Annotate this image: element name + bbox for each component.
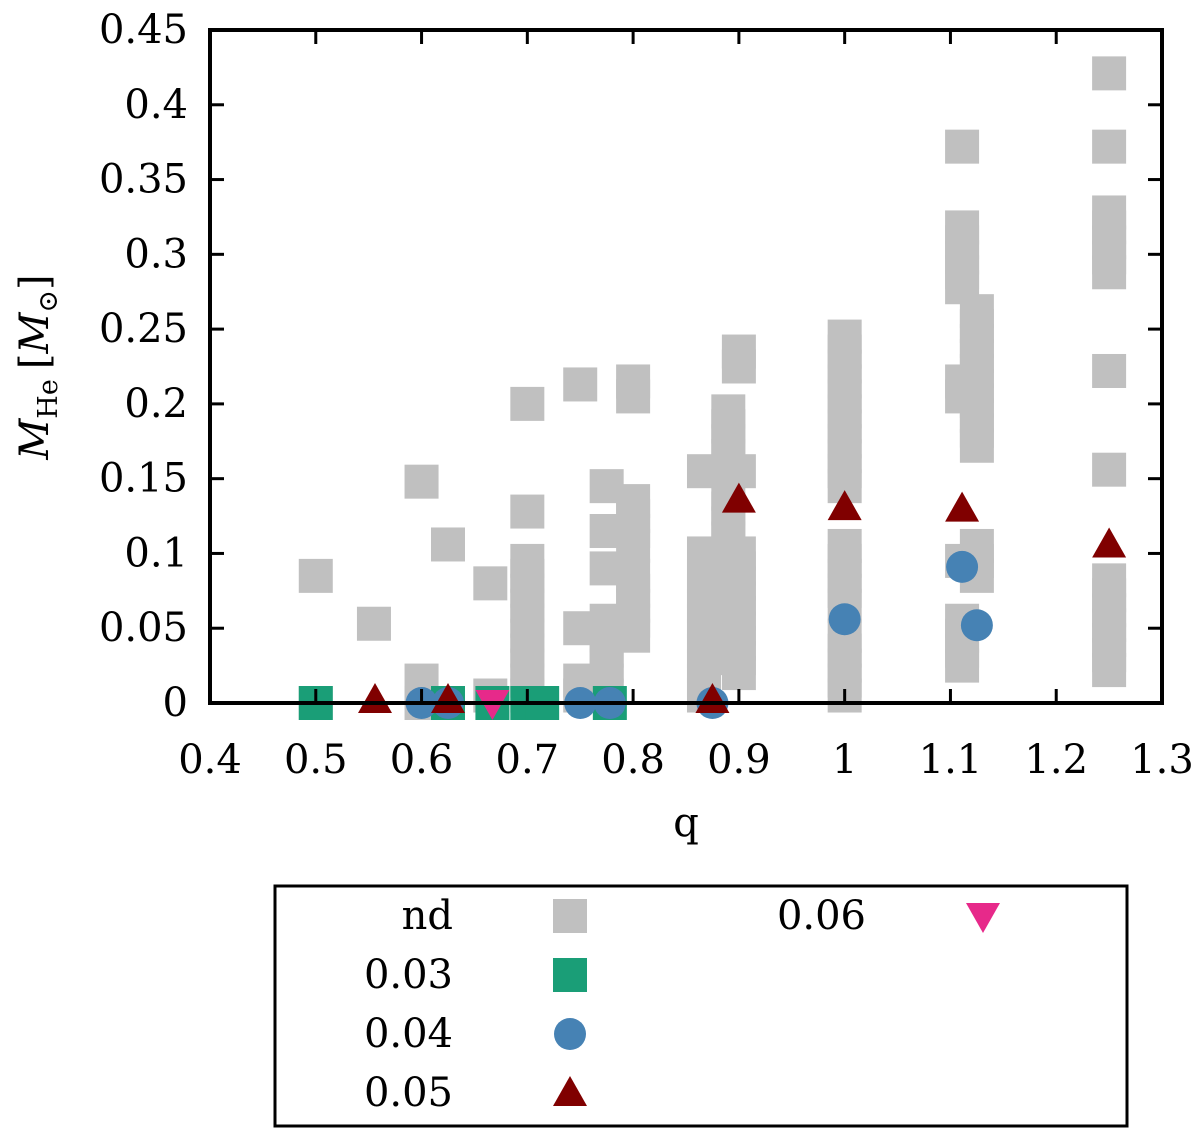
- data-point: [721, 454, 756, 489]
- data-point: [945, 648, 980, 683]
- x-tick-label: 0.5: [284, 737, 348, 783]
- data-point: [1092, 527, 1127, 558]
- data-point: [356, 606, 391, 641]
- y-tick-label: 0: [163, 680, 188, 726]
- data-point: [298, 558, 333, 593]
- tick-labels: 0.4 0.5 0.6 0.7 0.8 0.9 1 1.1 1.2 1.3 0 0.05 0.1 0.15…: [99, 7, 1194, 783]
- legend-marker: [553, 958, 587, 992]
- data-point: [473, 566, 508, 601]
- data-point: [431, 683, 465, 714]
- legend-box: [273, 884, 1129, 1128]
- legend-label: 0.03: [364, 952, 453, 998]
- data-point: [721, 656, 756, 691]
- data-point: [1092, 353, 1127, 388]
- axes: [208, 28, 1164, 705]
- data-point: [945, 491, 980, 522]
- legend-marker: [553, 1076, 587, 1106]
- legend-label: 0.05: [364, 1070, 453, 1116]
- data-point: [1092, 129, 1127, 164]
- y-tick-label: 0.05: [99, 605, 188, 651]
- data-point: [1092, 255, 1127, 290]
- series-nd: [298, 56, 1127, 720]
- data-markers: [298, 56, 1127, 720]
- legend-label: nd: [402, 893, 453, 939]
- x-tick-label: 1.3: [1130, 737, 1194, 783]
- legend: nd 0.03 0.04 0.05 0.06: [273, 884, 1129, 1128]
- y-tick-label: 0.3: [124, 231, 188, 277]
- x-tick-label: 0.4: [178, 737, 242, 783]
- legend-marker: [553, 899, 587, 933]
- x-tick-label: 0.6: [390, 737, 454, 783]
- legend-label: 0.04: [364, 1011, 453, 1057]
- x-tick-label: 1: [832, 737, 857, 783]
- series-0-05: [358, 482, 1127, 714]
- data-point: [510, 494, 545, 529]
- y-tick-label: 0.15: [99, 456, 188, 502]
- data-point: [510, 386, 545, 421]
- x-tick-label: 1.2: [1024, 737, 1088, 783]
- y-axis-label: MHe[M⊙]: [12, 274, 64, 460]
- data-point: [1092, 653, 1127, 688]
- data-point: [721, 482, 756, 513]
- data-point: [404, 464, 439, 499]
- legend-marker: [554, 1018, 586, 1050]
- x-axis-label: q: [673, 800, 699, 846]
- x-tick-label: 0.8: [601, 737, 665, 783]
- y-tick-label: 0.4: [124, 82, 188, 128]
- data-point: [946, 550, 979, 583]
- y-tick-label: 0.2: [124, 381, 188, 427]
- data-point: [1092, 452, 1127, 487]
- x-tick-label: 0.7: [496, 737, 560, 783]
- data-point: [616, 618, 651, 653]
- x-tick-label: 0.9: [707, 737, 771, 783]
- data-point: [616, 379, 651, 414]
- y-tick-label: 0.25: [99, 306, 188, 352]
- data-point: [695, 683, 730, 714]
- data-point: [945, 129, 980, 164]
- x-tick-label: 1.1: [919, 737, 983, 783]
- data-point: [616, 528, 651, 563]
- plot-frame: [208, 28, 1164, 705]
- legend-label: 0.06: [777, 893, 866, 939]
- legend-marker: [966, 903, 1000, 933]
- data-point: [563, 367, 598, 402]
- data-point: [828, 603, 861, 636]
- data-point: [721, 349, 756, 384]
- data-point: [431, 527, 465, 562]
- data-point: [959, 428, 994, 463]
- data-point: [358, 683, 393, 714]
- data-point: [1092, 56, 1127, 91]
- y-tick-label: 0.1: [124, 530, 188, 576]
- data-point: [827, 490, 862, 521]
- y-tick-label: 0.35: [99, 157, 188, 203]
- y-tick-label: 0.45: [99, 7, 188, 53]
- data-point: [960, 609, 993, 642]
